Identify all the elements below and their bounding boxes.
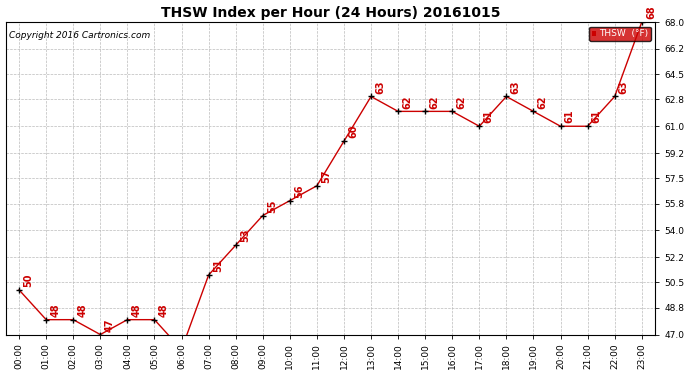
Text: 48: 48: [50, 303, 60, 317]
Text: 62: 62: [402, 95, 412, 109]
Text: 48: 48: [132, 303, 141, 317]
Text: 57: 57: [321, 170, 331, 183]
Text: 50: 50: [23, 274, 33, 287]
Text: 63: 63: [511, 80, 520, 94]
Text: 61: 61: [484, 110, 493, 123]
Text: 62: 62: [456, 95, 466, 109]
Text: 46: 46: [0, 374, 1, 375]
Text: 48: 48: [159, 303, 168, 317]
Text: 63: 63: [375, 80, 385, 94]
Text: 62: 62: [538, 95, 548, 109]
Text: Copyright 2016 Cartronics.com: Copyright 2016 Cartronics.com: [9, 32, 150, 40]
Text: 56: 56: [294, 184, 304, 198]
Text: 48: 48: [77, 303, 88, 317]
Text: 61: 61: [592, 110, 602, 123]
Title: THSW Index per Hour (24 Hours) 20161015: THSW Index per Hour (24 Hours) 20161015: [161, 6, 500, 20]
Text: 62: 62: [429, 95, 440, 109]
Text: 47: 47: [104, 318, 115, 332]
Text: 55: 55: [267, 199, 277, 213]
Text: 51: 51: [213, 259, 223, 272]
Legend: THSW  (°F): THSW (°F): [589, 27, 651, 41]
Text: 63: 63: [619, 80, 629, 94]
Text: 68: 68: [646, 6, 656, 20]
Text: 61: 61: [564, 110, 575, 123]
Text: 60: 60: [348, 125, 358, 138]
Text: 53: 53: [240, 229, 250, 243]
